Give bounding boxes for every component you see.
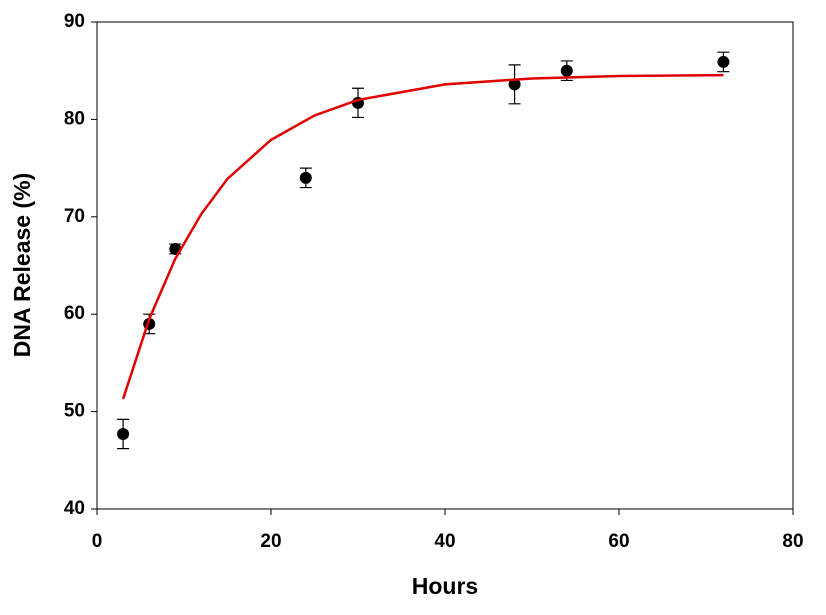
x-tick-label: 60 bbox=[608, 531, 629, 552]
y-tick-label: 70 bbox=[64, 206, 85, 227]
y-tick-label: 90 bbox=[64, 11, 85, 32]
y-tick-label: 60 bbox=[64, 303, 85, 324]
x-tick-label: 80 bbox=[782, 531, 803, 552]
plot-frame bbox=[96, 21, 794, 510]
y-tick-label: 50 bbox=[64, 401, 85, 422]
data-point bbox=[560, 64, 573, 77]
data-point bbox=[299, 171, 312, 184]
x-tick-label: 0 bbox=[92, 531, 103, 552]
y-axis-title: DNA Release (%) bbox=[9, 173, 35, 357]
data-point bbox=[717, 55, 730, 68]
data-point bbox=[117, 428, 130, 441]
x-tick-label: 20 bbox=[260, 531, 281, 552]
data-point bbox=[508, 78, 521, 91]
x-tick-label: 40 bbox=[434, 531, 455, 552]
fit-line bbox=[121, 73, 724, 400]
y-tick-label: 80 bbox=[64, 108, 85, 129]
y-tick-label: 40 bbox=[64, 498, 85, 519]
x-axis-title: Hours bbox=[412, 573, 478, 599]
